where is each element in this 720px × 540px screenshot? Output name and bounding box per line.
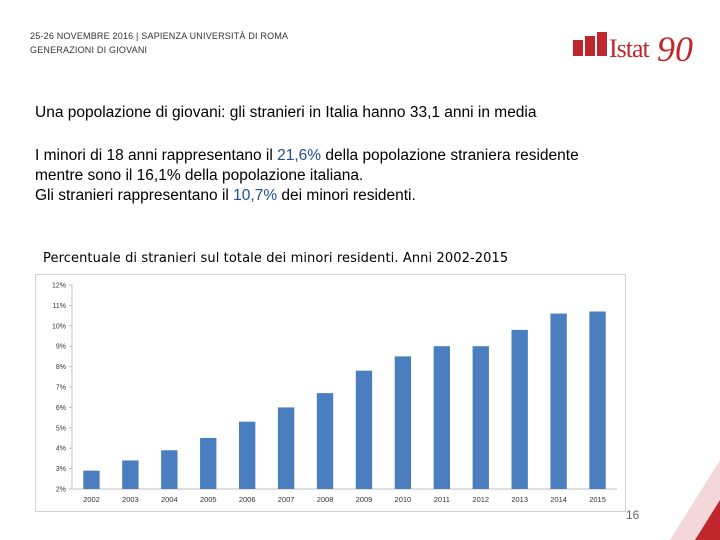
y-tick-label: 5% — [56, 425, 66, 432]
x-tick-label: 2005 — [200, 495, 217, 504]
y-tick-label: 7% — [56, 385, 66, 392]
x-tick-label: 2013 — [511, 495, 528, 504]
y-tick-label: 4% — [56, 446, 66, 453]
y-tick-label: 11% — [53, 303, 67, 310]
y-tick-label: 3% — [56, 466, 66, 473]
bar — [83, 470, 100, 489]
istat-logo: Istat 90 — [573, 29, 693, 70]
highlight-value: 21,6% — [277, 147, 322, 164]
y-tick-label: 6% — [56, 405, 66, 412]
x-tick-label: 2011 — [434, 495, 450, 504]
y-tick-label: 2% — [56, 487, 66, 494]
y-tick-label: 10% — [52, 323, 66, 330]
chart-frame: 2% 3% 4% 5% 6% 7% 8% 9% 10% 11% 12% 2002 2003 2004 200… — [35, 274, 626, 512]
highlight-value: 10,7% — [233, 187, 278, 204]
y-tick-label: 8% — [56, 364, 66, 371]
slide-body-text: I minori di 18 anni rappresentano il 21,… — [35, 146, 695, 206]
x-tick-label: 2015 — [589, 495, 606, 504]
x-tick-label: 2007 — [278, 495, 295, 504]
y-tick-label: 12% — [52, 283, 66, 290]
x-tick-label: 2012 — [472, 495, 489, 504]
x-tick-label: 2004 — [161, 495, 178, 504]
bar — [161, 450, 178, 489]
bar — [589, 311, 606, 489]
body-line-1: I minori di 18 anni rappresentano il 21,… — [35, 147, 579, 164]
bar — [200, 438, 217, 489]
slide-number: 16 — [626, 508, 640, 522]
body-line-2: mentre sono il 16,1% della popolazione i… — [35, 167, 364, 184]
body-line-3: Gli stranieri rappresentano il 10,7% dei… — [35, 187, 416, 204]
header-subtitle: GENERAZIONI DI GIOVANI — [30, 45, 148, 55]
bar — [433, 346, 450, 489]
x-tick-label: 2002 — [83, 495, 100, 504]
bar — [239, 421, 256, 489]
bar-chart: 2% 3% 4% 5% 6% 7% 8% 9% 10% 11% 12% 2002 2003 2004 200… — [52, 283, 617, 504]
x-tick-label: 2003 — [122, 495, 139, 504]
bar — [550, 313, 567, 489]
bar — [277, 407, 295, 489]
x-tick-label: 2014 — [550, 495, 567, 504]
logo-square-icon — [585, 36, 595, 56]
x-tick-label: 2008 — [317, 495, 334, 504]
header-event-line: 25-26 NOVEMBRE 2016 | SAPIENZA UNIVERSIT… — [30, 31, 289, 41]
x-tick-label: 2009 — [356, 495, 373, 504]
corner-decoration — [670, 460, 720, 540]
bar — [122, 460, 139, 489]
logo-anniversary-mark: 90 — [657, 29, 693, 69]
slide-title: Una popolazione di giovani: gli stranier… — [35, 104, 537, 121]
logo-square-icon — [597, 32, 607, 56]
bar — [511, 329, 528, 489]
y-tick-label: 9% — [56, 344, 66, 351]
bar — [355, 370, 373, 489]
logo-wordmark: Istat — [609, 34, 650, 63]
chart-title: Percentuale di stranieri sul totale dei … — [43, 251, 509, 266]
x-tick-label: 2010 — [395, 495, 412, 504]
bar — [316, 393, 334, 489]
logo-square-icon — [573, 40, 583, 56]
bar — [394, 356, 412, 489]
bar — [472, 346, 489, 489]
x-tick-label: 2006 — [239, 495, 256, 504]
